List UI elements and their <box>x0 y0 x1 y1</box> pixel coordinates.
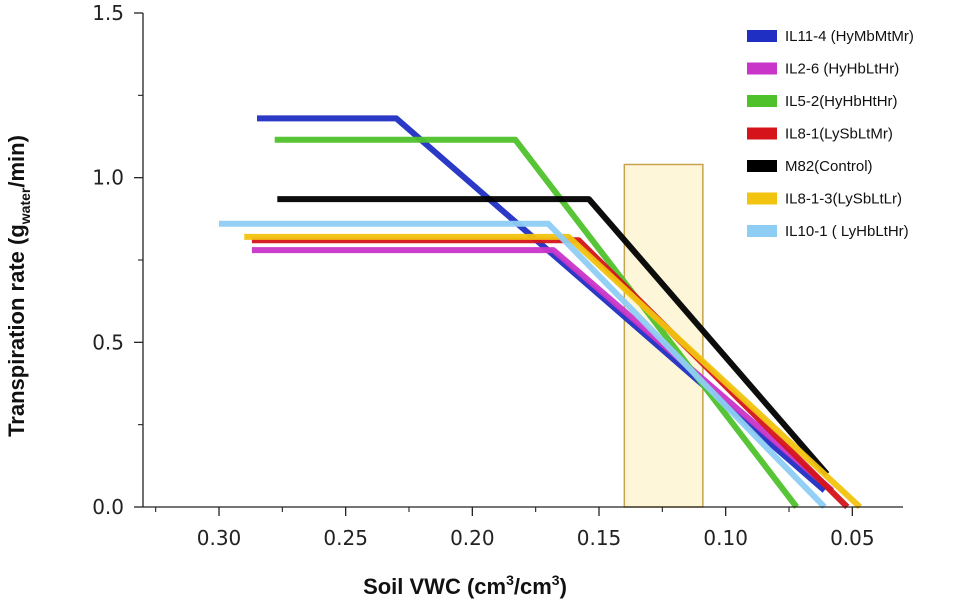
y-tick-label-4: 1.5 <box>92 1 124 25</box>
legend-swatch-5 <box>747 160 777 172</box>
series-line-7 <box>219 220 827 510</box>
x-tick-label-3: 0.20 <box>450 526 495 550</box>
series-layer <box>219 115 862 510</box>
legend-swatch-6 <box>747 192 777 205</box>
x-tick-label-6: 0.05 <box>830 526 875 550</box>
legend-label-2: IL2-6 (HyHbLtHr) <box>785 61 899 78</box>
series-line-6 <box>244 233 862 510</box>
legend-swatch-3 <box>747 95 777 107</box>
series-line-5 <box>277 196 830 477</box>
legend-swatch-4 <box>747 127 777 140</box>
legend-label-4: IL8-1(LySbLtMr) <box>785 126 893 143</box>
legend-label-3: IL5-2(HyHbHtHr) <box>785 93 898 110</box>
legend: IL11-4 (HyMbMtMr) IL2-6 (HyHbLtHr) IL5-2(H… <box>747 28 914 240</box>
x-tick-label-4: 0.15 <box>577 526 622 550</box>
y-ticks-layer: 0.0 0.5 1.0 1.5 <box>92 1 143 519</box>
y-tick-label-3: 1.0 <box>92 166 124 190</box>
series-line-2 <box>251 247 835 493</box>
legend-label-1: IL11-4 (HyMbMtMr) <box>785 28 914 45</box>
x-tick-label-2: 0.25 <box>323 526 368 550</box>
y-axis-title: Transpiration rate (gwater/min) <box>4 135 33 437</box>
y-tick-label-1: 0.0 <box>92 495 124 519</box>
legend-swatch-7 <box>747 225 777 237</box>
x-tick-label-5: 0.10 <box>703 526 748 550</box>
legend-label-7: IL10-1 ( LyHbLtHr) <box>785 223 909 240</box>
x-tick-label-1: 0.30 <box>197 526 242 550</box>
x-axis-title: Soil VWC (cm3/cm3) <box>363 572 567 599</box>
series-line-1 <box>257 115 827 493</box>
y-tick-label-2: 0.5 <box>92 330 124 354</box>
legend-swatch-2 <box>747 62 777 75</box>
series-line-4 <box>251 237 850 510</box>
legend-label-6: IL8-1-3(LySbLtLr) <box>785 191 902 208</box>
series-line-3 <box>274 136 799 509</box>
x-ticks-layer: 0.30 0.25 0.20 0.15 0.10 0.05 <box>155 507 875 550</box>
legend-swatch-1 <box>747 30 777 42</box>
legend-label-5: M82(Control) <box>785 158 873 175</box>
